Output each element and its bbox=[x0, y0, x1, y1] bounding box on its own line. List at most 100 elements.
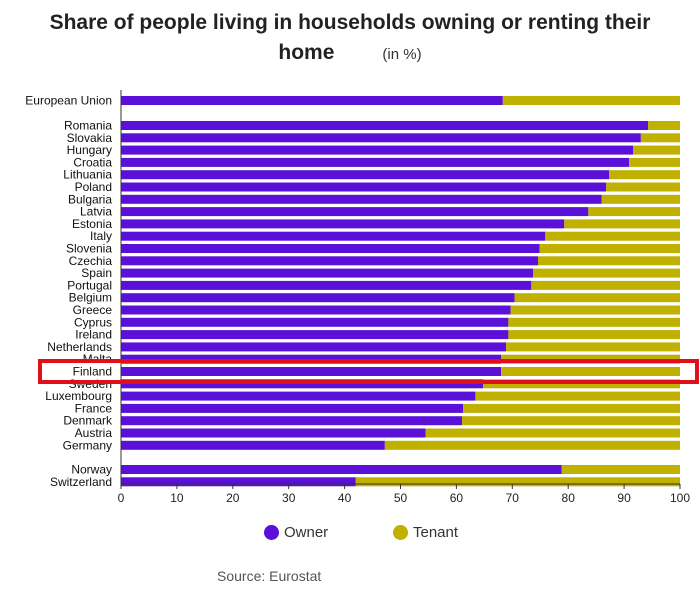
category-label-hungary: Hungary bbox=[67, 143, 112, 157]
x-tick-label-0: 0 bbox=[118, 491, 125, 505]
x-tick-label-10: 10 bbox=[170, 491, 184, 505]
x-tick-label-90: 90 bbox=[617, 491, 631, 505]
category-label-slovakia: Slovakia bbox=[67, 131, 113, 145]
category-label-bulgaria: Bulgaria bbox=[68, 192, 112, 206]
source-note: Source: Eurostat bbox=[217, 568, 322, 584]
bar-tenant-ireland bbox=[508, 330, 680, 340]
category-label-slovenia: Slovenia bbox=[66, 242, 112, 256]
bar-owner-cyprus bbox=[121, 317, 509, 327]
bar-tenant-romania bbox=[648, 121, 680, 130]
bar-tenant-france bbox=[463, 403, 680, 413]
bar-owner-greece bbox=[121, 305, 511, 315]
bar-tenant-spain bbox=[532, 268, 680, 278]
x-tick-label-100: 100 bbox=[670, 491, 690, 505]
category-label-greece: Greece bbox=[73, 303, 113, 317]
bar-owner-croatia bbox=[121, 157, 630, 167]
x-tick-label-70: 70 bbox=[506, 491, 520, 505]
x-tick-label-80: 80 bbox=[562, 491, 576, 505]
bar-owner-switzerland bbox=[121, 477, 356, 487]
x-tick-label-40: 40 bbox=[338, 491, 352, 505]
bar-owner-spain bbox=[121, 268, 533, 278]
bar-tenant-finland bbox=[501, 367, 680, 376]
category-label-switzerland: Switzerland bbox=[50, 475, 112, 489]
bar-tenant-austria bbox=[425, 428, 680, 438]
bar-tenant-norway bbox=[561, 465, 680, 474]
category-label-portugal: Portugal bbox=[67, 278, 112, 292]
bar-owner-czechia bbox=[121, 256, 539, 266]
category-label-denmark: Denmark bbox=[63, 414, 113, 428]
category-label-estonia: Estonia bbox=[72, 217, 112, 231]
bar-owner-bulgaria bbox=[121, 194, 602, 204]
x-tick-label-30: 30 bbox=[282, 491, 296, 505]
bar-owner-latvia bbox=[121, 207, 589, 217]
bar-owner-poland bbox=[121, 182, 607, 192]
bar-tenant-belgium bbox=[514, 293, 680, 303]
chart-legend: Owner Tenant bbox=[0, 524, 700, 546]
bar-tenant-bulgaria bbox=[601, 194, 680, 204]
bar-owner-belgium bbox=[121, 293, 515, 303]
bar-owner-romania bbox=[121, 121, 649, 130]
x-tick-label-20: 20 bbox=[226, 491, 240, 505]
bar-tenant-czechia bbox=[538, 256, 680, 266]
x-tick-label-60: 60 bbox=[450, 491, 464, 505]
legend-item-owner[interactable]: Owner bbox=[264, 524, 328, 541]
bar-tenant-italy bbox=[545, 231, 680, 241]
bar-tenant-croatia bbox=[629, 157, 680, 167]
bar-tenant-denmark bbox=[461, 416, 680, 426]
category-label-germany: Germany bbox=[63, 438, 112, 452]
chart-title: Share of people living in households own… bbox=[0, 8, 700, 70]
bar-owner-austria bbox=[121, 428, 426, 438]
bar-owner-netherlands bbox=[121, 342, 507, 352]
legend-tenant-label: Tenant bbox=[413, 524, 459, 541]
category-label-austria: Austria bbox=[75, 426, 113, 440]
category-label-poland: Poland bbox=[75, 180, 112, 194]
category-label-italy: Italy bbox=[90, 229, 112, 243]
category-label-ireland: Ireland bbox=[75, 328, 112, 342]
bar-tenant-cyprus bbox=[508, 317, 680, 327]
legend-tenant-swatch bbox=[393, 525, 408, 540]
bar-tenant-portugal bbox=[531, 280, 680, 290]
bar-tenant-estonia bbox=[564, 219, 680, 229]
category-label-spain: Spain bbox=[81, 266, 112, 280]
bar-tenant-lithuania bbox=[609, 170, 680, 180]
chart-unit-label: (in %) bbox=[382, 46, 422, 63]
bar-owner-european-union bbox=[121, 96, 503, 105]
bar-tenant-germany bbox=[384, 440, 680, 450]
highlight-box-finland bbox=[38, 359, 699, 384]
category-label-romania: Romania bbox=[64, 119, 112, 133]
bar-tenant-slovenia bbox=[539, 244, 680, 253]
bar-tenant-poland bbox=[606, 182, 680, 192]
category-label-belgium: Belgium bbox=[69, 291, 112, 305]
category-label-finland: Finland bbox=[73, 365, 112, 379]
category-label-france: France bbox=[75, 401, 113, 415]
category-label-latvia: Latvia bbox=[80, 205, 112, 219]
bar-owner-finland bbox=[121, 367, 502, 376]
bar-owner-portugal bbox=[121, 280, 532, 290]
category-label-croatia: Croatia bbox=[73, 155, 112, 169]
bar-owner-norway bbox=[121, 465, 562, 474]
bar-owner-denmark bbox=[121, 416, 462, 426]
bar-owner-estonia bbox=[121, 219, 565, 229]
legend-item-tenant[interactable]: Tenant bbox=[393, 524, 458, 541]
bar-owner-germany bbox=[121, 440, 385, 450]
bar-tenant-greece bbox=[510, 305, 680, 315]
bar-owner-ireland bbox=[121, 330, 509, 340]
bar-tenant-european-union bbox=[502, 96, 680, 105]
bar-owner-lithuania bbox=[121, 170, 610, 180]
chart-title-text: Share of people living in households own… bbox=[49, 11, 651, 64]
legend-owner-swatch bbox=[264, 525, 279, 540]
category-label-czechia: Czechia bbox=[69, 254, 113, 268]
bar-tenant-latvia bbox=[588, 207, 680, 217]
category-label-netherlands: Netherlands bbox=[47, 340, 112, 354]
bar-owner-luxembourg bbox=[121, 391, 476, 401]
bar-tenant-netherlands bbox=[506, 342, 680, 352]
category-label-lithuania: Lithuania bbox=[63, 168, 112, 182]
bar-owner-hungary bbox=[121, 145, 634, 155]
bar-tenant-slovakia bbox=[640, 133, 680, 143]
category-label-luxembourg: Luxembourg bbox=[45, 389, 112, 403]
bar-owner-slovakia bbox=[121, 133, 641, 143]
category-label-european-union: European Union bbox=[25, 94, 112, 108]
category-label-norway: Norway bbox=[71, 463, 112, 477]
bar-owner-slovenia bbox=[121, 244, 540, 253]
